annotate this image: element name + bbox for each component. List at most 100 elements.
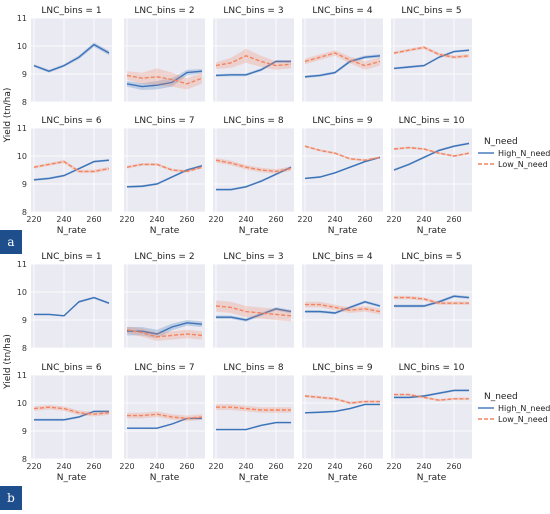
panel-title: LNC_bins = 1	[41, 252, 101, 262]
series-line-Low_N_need	[216, 406, 291, 411]
panel-title: LNC_bins = 10	[399, 116, 465, 126]
panel-b-1: LNC_bins = 1 8 9 10 11	[17, 252, 112, 353]
series-line-Low_N_need	[126, 329, 203, 338]
x-tick-label: 260	[268, 462, 283, 471]
series-line-High_N_need	[304, 55, 381, 78]
panel-b-5: LNC_bins = 5	[391, 252, 472, 349]
panel-background	[213, 128, 294, 212]
x-axis-label: N_rate	[150, 226, 180, 236]
panel-b-3: LNC_bins = 3	[213, 252, 294, 349]
series-line-Low_N_need	[393, 146, 470, 157]
y-tick-label: 11	[17, 260, 27, 269]
legend-entry-High_N_need: High_N_need	[498, 404, 550, 413]
series-line-High_N_need	[34, 410, 109, 421]
y-tick-label: 8	[22, 208, 27, 217]
series-line-Low_N_need	[394, 393, 469, 401]
y-tick-label: 11	[17, 124, 27, 133]
x-tick-label: 240	[416, 215, 431, 224]
x-tick-label: 260	[446, 462, 461, 471]
figure-a: LNC_bins = 1 8 9 10 11 LNC_bins = 2 LNC_bins =…	[0, 6, 550, 254]
x-tick-label: 260	[446, 215, 461, 224]
series-line-Low_N_need	[127, 413, 203, 420]
y-tick-label: 10	[17, 42, 27, 51]
series-line-High_N_need	[394, 389, 469, 399]
x-tick-label: 240	[238, 215, 253, 224]
series-line-Low_N_need	[33, 406, 110, 415]
legend: N_need High_N_need Low_N_need	[478, 137, 550, 169]
figure-b: LNC_bins = 1 8 9 10 11 LNC_bins = 2 LNC_bins =…	[0, 252, 550, 510]
legend-entry-Low_N_need: Low_N_need	[498, 415, 548, 424]
series-line-High_N_need	[393, 49, 470, 70]
panel-a-9: LNC_bins = 9 220 240 260 N_rate	[297, 116, 383, 236]
panel-title: LNC_bins = 7	[134, 116, 194, 126]
panel-title: LNC_bins = 1	[41, 6, 101, 16]
y-tick-label: 8	[22, 98, 27, 107]
series-line-High_N_need	[216, 166, 292, 191]
x-tick-label: 260	[357, 215, 372, 224]
x-tick-label: 220	[119, 215, 134, 224]
panel-title: LNC_bins = 2	[134, 6, 194, 16]
series-line-Low_N_need	[304, 52, 381, 67]
series-line-Low_N_need	[126, 163, 203, 173]
y-tick-label: 9	[22, 427, 27, 436]
series-line-Low_N_need	[305, 303, 381, 313]
series-line-High_N_need	[216, 421, 291, 431]
panel-title: LNC_bins = 4	[312, 252, 372, 262]
panel-b-2: LNC_bins = 2	[124, 252, 205, 349]
x-tick-label: 220	[386, 215, 401, 224]
panel-title: LNC_bins = 8	[223, 363, 283, 373]
series-line-High_N_need	[215, 60, 291, 77]
figure-tag-box	[0, 230, 22, 254]
series-line-High_N_need	[34, 296, 110, 317]
panel-b-4: LNC_bins = 4	[302, 252, 383, 349]
x-axis-label: N_rate	[328, 473, 358, 483]
panel-a-3: LNC_bins = 3	[213, 6, 294, 103]
x-axis-label: N_rate	[239, 473, 269, 483]
legend-entry-Low_N_need: Low_N_need	[498, 160, 548, 169]
panel-background	[391, 375, 472, 459]
x-tick-label: 220	[297, 215, 312, 224]
figure-tag-label: b	[7, 491, 15, 505]
x-tick-label: 260	[268, 215, 283, 224]
legend-title: N_need	[484, 392, 518, 402]
x-tick-label: 260	[179, 462, 194, 471]
x-tick-label: 220	[26, 462, 41, 471]
series-line-Low_N_need	[33, 160, 110, 173]
y-tick-label: 11	[17, 371, 27, 380]
panel-background	[302, 264, 383, 348]
x-tick-label: 240	[56, 215, 71, 224]
panel-background	[31, 18, 112, 102]
series-line-High_N_need	[126, 70, 203, 88]
panel-b-6: LNC_bins = 6 8 9 10 11 220 240 260 N_rate	[17, 363, 112, 483]
panel-b-9: LNC_bins = 9 220 240 260 N_rate	[297, 363, 383, 483]
x-tick-label: 240	[149, 215, 164, 224]
panel-b-8: LNC_bins = 8 220 240 260 N_rate	[208, 363, 294, 483]
series-line-Low_N_need	[215, 159, 292, 173]
confidence-band-Low_N_need	[305, 145, 380, 162]
series-line-Low_N_need	[393, 46, 470, 58]
panel-a-7: LNC_bins = 7 220 240 260 N_rate	[119, 116, 205, 236]
x-axis-label: N_rate	[417, 473, 447, 483]
panel-title: LNC_bins = 2	[134, 252, 194, 262]
confidence-band-Low_N_need	[127, 326, 202, 341]
confidence-band-Low_N_need	[216, 157, 291, 174]
x-tick-label: 240	[327, 462, 342, 471]
panel-a-5: LNC_bins = 5	[391, 6, 472, 103]
x-tick-label: 260	[179, 215, 194, 224]
panel-a-2: LNC_bins = 2	[124, 6, 205, 103]
figure-tag-box	[0, 486, 22, 510]
x-tick-label: 260	[357, 462, 372, 471]
panel-background	[31, 375, 112, 459]
x-tick-label: 220	[297, 462, 312, 471]
panel-background	[124, 375, 205, 459]
confidence-band-High_N_need	[34, 42, 109, 73]
legend: N_need High_N_need Low_N_need	[478, 392, 550, 424]
panel-b-7: LNC_bins = 7 220 240 260 N_rate	[119, 363, 205, 483]
confidence-band-Low_N_need	[216, 48, 291, 70]
panel-title: LNC_bins = 5	[401, 6, 461, 16]
legend-title: N_need	[484, 137, 518, 147]
series-line-High_N_need	[304, 403, 380, 414]
series-line-Low_N_need	[215, 55, 292, 67]
x-tick-label: 220	[119, 462, 134, 471]
panel-background	[302, 18, 383, 102]
